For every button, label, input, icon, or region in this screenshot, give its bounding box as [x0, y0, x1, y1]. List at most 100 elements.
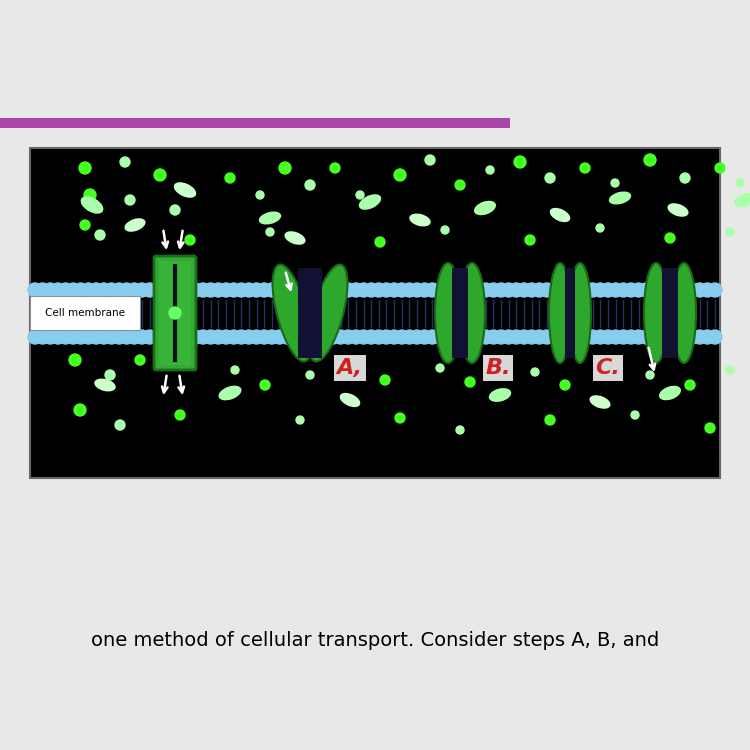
Circle shape [154, 169, 166, 181]
Circle shape [685, 330, 699, 344]
Circle shape [456, 426, 464, 434]
Circle shape [234, 330, 248, 344]
Circle shape [540, 330, 554, 344]
Circle shape [394, 330, 409, 344]
Circle shape [662, 330, 676, 344]
Circle shape [471, 283, 485, 297]
Ellipse shape [672, 263, 696, 363]
Circle shape [394, 169, 406, 181]
Circle shape [593, 330, 608, 344]
Circle shape [28, 283, 42, 297]
Circle shape [655, 330, 668, 344]
Circle shape [403, 330, 416, 344]
Ellipse shape [308, 265, 347, 362]
Circle shape [502, 330, 516, 344]
Bar [298, 268, 322, 358]
Circle shape [97, 283, 111, 297]
Ellipse shape [358, 194, 381, 210]
Circle shape [632, 330, 646, 344]
Circle shape [120, 157, 130, 167]
Circle shape [69, 354, 81, 366]
Circle shape [120, 283, 134, 297]
Circle shape [288, 330, 302, 344]
Circle shape [58, 330, 73, 344]
Circle shape [158, 330, 172, 344]
Circle shape [279, 162, 291, 174]
Circle shape [578, 330, 592, 344]
Ellipse shape [659, 386, 681, 400]
Circle shape [349, 330, 363, 344]
Circle shape [395, 413, 405, 423]
Circle shape [680, 173, 690, 183]
Ellipse shape [80, 196, 104, 214]
Circle shape [571, 283, 584, 297]
Text: C.: C. [596, 358, 620, 378]
Circle shape [609, 330, 622, 344]
Circle shape [242, 330, 256, 344]
Ellipse shape [94, 379, 116, 392]
Circle shape [596, 224, 604, 232]
Circle shape [185, 235, 195, 245]
Circle shape [128, 283, 141, 297]
Circle shape [646, 371, 654, 379]
Circle shape [150, 330, 164, 344]
Circle shape [670, 283, 684, 297]
Circle shape [226, 330, 241, 344]
Circle shape [601, 330, 615, 344]
Circle shape [341, 330, 356, 344]
Circle shape [79, 162, 91, 174]
Ellipse shape [549, 263, 571, 363]
Circle shape [571, 330, 584, 344]
Circle shape [112, 330, 126, 344]
Circle shape [125, 195, 135, 205]
Circle shape [487, 283, 500, 297]
Ellipse shape [340, 393, 360, 407]
Circle shape [318, 330, 332, 344]
Circle shape [80, 220, 90, 230]
Ellipse shape [284, 231, 305, 244]
Circle shape [502, 283, 516, 297]
Ellipse shape [272, 265, 311, 362]
Circle shape [387, 330, 401, 344]
Circle shape [260, 380, 270, 390]
FancyBboxPatch shape [154, 256, 196, 370]
Circle shape [705, 423, 715, 433]
Circle shape [74, 404, 86, 416]
Circle shape [693, 330, 706, 344]
Text: A,: A, [337, 358, 363, 378]
Circle shape [135, 330, 149, 344]
Circle shape [296, 416, 304, 424]
Circle shape [433, 330, 447, 344]
Circle shape [257, 283, 272, 297]
Circle shape [639, 330, 653, 344]
Circle shape [250, 283, 263, 297]
Circle shape [170, 205, 180, 215]
Circle shape [330, 163, 340, 173]
Circle shape [631, 411, 639, 419]
Circle shape [464, 283, 478, 297]
Circle shape [425, 330, 439, 344]
Circle shape [677, 330, 692, 344]
Circle shape [310, 330, 325, 344]
Circle shape [173, 330, 188, 344]
Circle shape [525, 235, 535, 245]
Circle shape [440, 330, 454, 344]
Circle shape [120, 330, 134, 344]
Circle shape [89, 330, 103, 344]
Circle shape [601, 283, 615, 297]
Circle shape [715, 163, 725, 173]
Circle shape [540, 283, 554, 297]
Circle shape [219, 330, 233, 344]
Circle shape [169, 307, 181, 319]
Circle shape [509, 283, 524, 297]
Circle shape [418, 283, 432, 297]
Circle shape [611, 179, 619, 187]
Circle shape [708, 283, 722, 297]
Circle shape [578, 283, 592, 297]
Circle shape [448, 330, 462, 344]
Circle shape [700, 330, 714, 344]
Circle shape [514, 156, 526, 168]
Circle shape [464, 330, 478, 344]
Text: B.: B. [485, 358, 511, 378]
Circle shape [303, 283, 317, 297]
